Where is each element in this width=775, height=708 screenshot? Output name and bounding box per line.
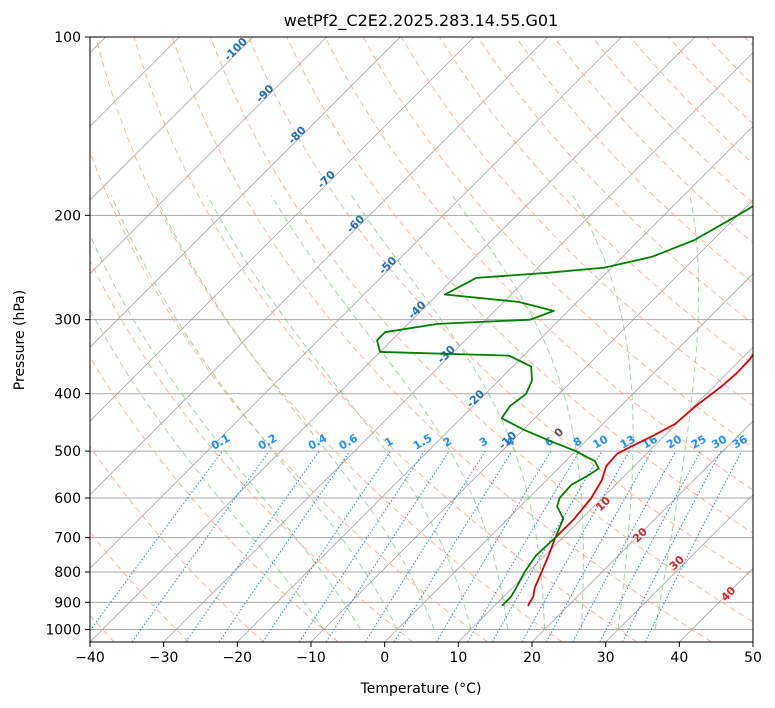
plot-frame xyxy=(89,36,754,643)
moist-adiabat-line xyxy=(154,195,435,630)
mixing-ratio-line xyxy=(393,450,513,642)
dry-adiabat-line xyxy=(362,37,753,449)
x-tick-label: 50 xyxy=(744,650,762,666)
dry-adiabat-line xyxy=(171,37,712,642)
y-tick-label: 300 xyxy=(54,313,81,329)
y-tick-label: 500 xyxy=(54,444,81,460)
dry-adiabat-line xyxy=(90,445,264,642)
mixing-ratio-line xyxy=(572,450,677,642)
isotherm-line xyxy=(90,37,696,642)
moist-adiabat-line xyxy=(90,308,324,630)
y-tick-label: 100 xyxy=(54,30,81,46)
x-tick-label: 0 xyxy=(380,650,389,666)
y-tick-label: 900 xyxy=(54,595,81,611)
x-tick-label: 20 xyxy=(523,650,541,666)
mixing-ratio-line xyxy=(621,450,722,642)
background-lines xyxy=(90,37,753,642)
y-tick-label: 700 xyxy=(54,531,81,547)
moist-adiabat-line xyxy=(572,195,634,630)
mixing-ratio-line xyxy=(90,450,223,632)
mixing-ratio-line xyxy=(185,450,320,642)
dewpoint-line xyxy=(376,205,753,607)
y-tick-label: 400 xyxy=(54,387,81,403)
dry-adiabat-line xyxy=(324,37,753,491)
x-tick-label: 10 xyxy=(449,650,467,666)
isotherm-line xyxy=(90,37,401,348)
mixing-ratio-line xyxy=(325,450,450,642)
y-tick-label: 600 xyxy=(54,491,81,507)
mixing-ratio-line xyxy=(599,450,701,642)
mixing-ratio-line xyxy=(131,450,270,642)
mixing-ratio-line xyxy=(298,450,425,642)
y-axis-ticks: 100 200 300 400 500 600 700 800 900 1000 xyxy=(45,30,90,638)
dry-adiabat-line xyxy=(591,37,753,204)
dry-adiabat-line xyxy=(133,37,638,642)
isotherm-line xyxy=(90,37,622,569)
moist-adiabat-line xyxy=(110,195,398,630)
moist-adiabat-line xyxy=(451,195,584,630)
y-tick-label: 800 xyxy=(54,565,81,581)
chart-title: wetPf2_C2E2.2025.283.14.55.G01 xyxy=(284,11,558,31)
isotherm-line xyxy=(90,37,327,275)
isotherm-line xyxy=(605,494,753,642)
x-tick-label: −10 xyxy=(296,650,326,666)
mixing-ratio-line xyxy=(644,450,743,642)
mixing-ratio-line xyxy=(521,450,630,642)
mixing-ratio-line xyxy=(218,450,351,642)
moist-adiabat-line xyxy=(350,195,546,630)
x-tick-label: −30 xyxy=(149,650,179,666)
mixing-ratio-line xyxy=(545,450,653,642)
isotherm-line xyxy=(531,420,753,642)
dry-adiabat-line xyxy=(400,37,753,407)
x-tick-label: −40 xyxy=(75,650,105,666)
moist-adiabat-line xyxy=(654,195,700,630)
y-tick-label: 1000 xyxy=(45,622,81,638)
dry-adiabat-line xyxy=(515,37,753,284)
x-axis-title: Temperature (°C) xyxy=(360,681,482,697)
isotherm-line xyxy=(458,346,753,642)
profile-series xyxy=(376,205,753,607)
temperature-line xyxy=(527,352,753,607)
isotherm-line xyxy=(237,125,753,642)
isotherm-line xyxy=(163,52,753,642)
x-tick-label: 30 xyxy=(597,650,615,666)
dry-adiabat-line xyxy=(477,37,753,325)
x-tick-label: 40 xyxy=(670,650,688,666)
dry-adiabat-line xyxy=(629,37,753,165)
x-axis-ticks: −40 −30 −20 −10 0 10 20 30 40 50 xyxy=(75,642,762,666)
x-tick-label: −20 xyxy=(223,650,253,666)
dry-adiabat-line xyxy=(90,259,414,642)
isotherm-line xyxy=(90,37,475,422)
isotherm-line xyxy=(90,37,254,201)
moist-adiabat-line xyxy=(90,233,361,630)
dry-adiabat-line xyxy=(210,37,753,623)
y-axis-title: Pressure (hPa) xyxy=(12,290,28,390)
mixing-ratio-line xyxy=(364,450,486,642)
dry-adiabat-line xyxy=(248,37,753,578)
isotherm-line xyxy=(90,37,548,496)
isotherm-line xyxy=(384,273,753,642)
y-tick-label: 200 xyxy=(54,208,81,224)
moist-adiabat-line xyxy=(206,195,472,630)
